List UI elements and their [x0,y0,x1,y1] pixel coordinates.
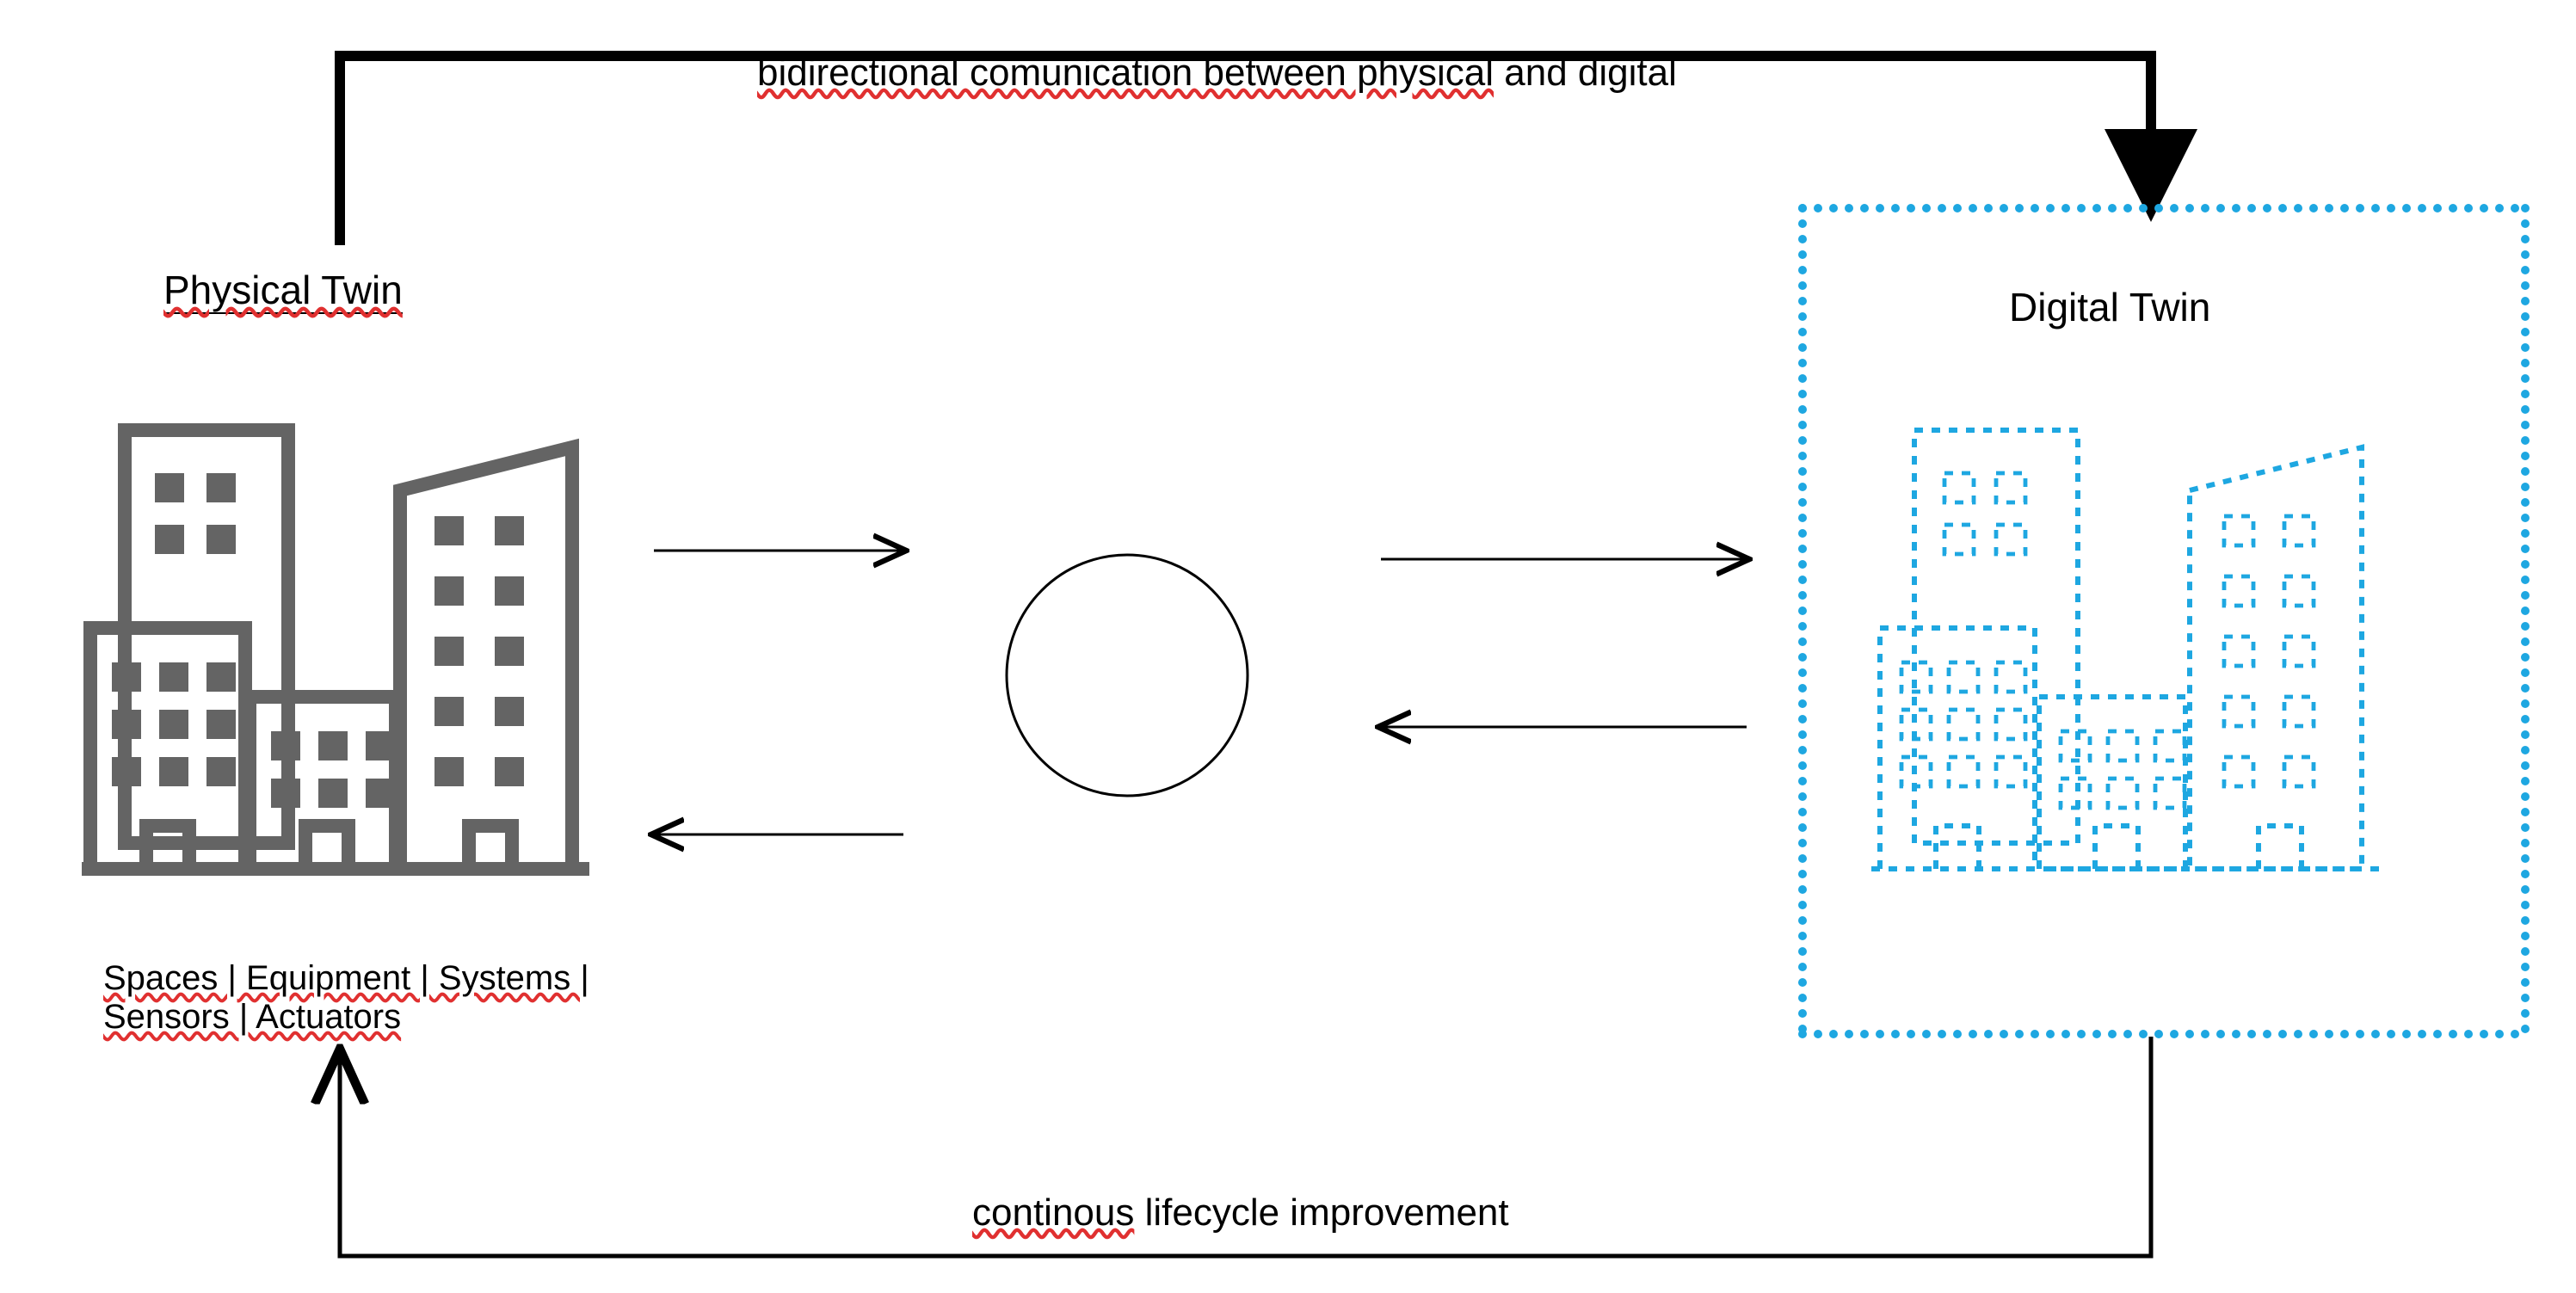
digital-twin-title: Digital Twin [2009,284,2210,330]
physical-twin-sublabel: Spaces | Equipment | Systems |Sensors | … [103,959,589,1037]
svg-layer [0,0,2576,1293]
bottom-banner-label: continous lifecycle improvement [972,1191,1509,1235]
digital-buildings-icon [1871,430,2379,869]
top-banner-label: bidirectional comunication between physi… [757,52,1677,95]
iot-node-circle [1007,555,1248,796]
physical-twin-title: Physical Twin [163,267,403,313]
diagram-canvas: Physical Twin Spaces | Equipment | Syste… [0,0,2576,1293]
physical-buildings-icon [82,430,589,869]
